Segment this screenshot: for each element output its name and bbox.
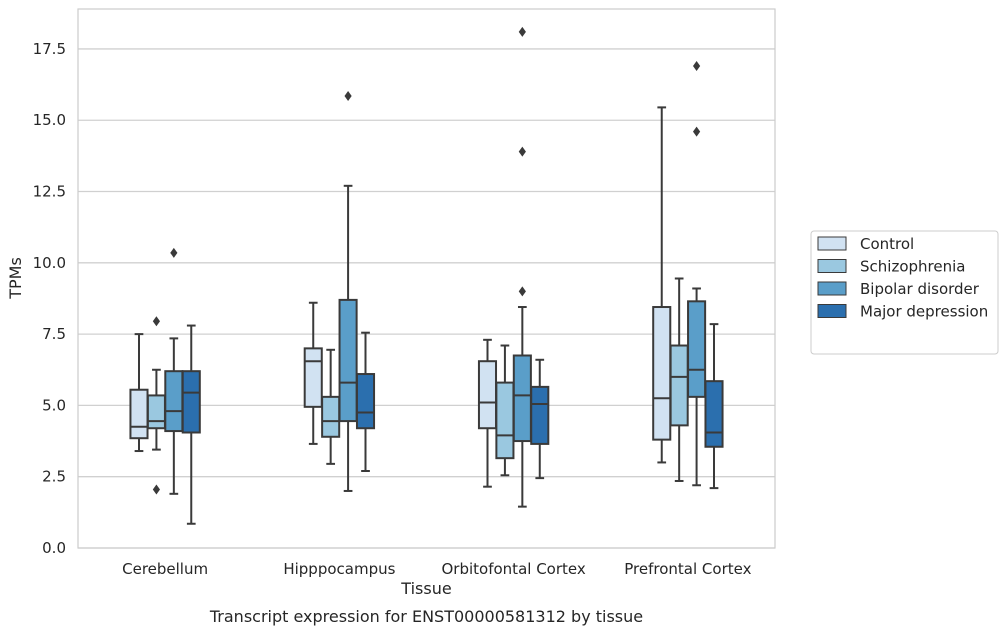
box <box>321 348 341 465</box>
x-tick-labels: Cerebellum Hipppocampus Orbitofontal Corte… <box>122 560 751 578</box>
legend-swatch <box>817 259 847 273</box>
outlier-point <box>170 247 178 258</box>
outlier-point <box>344 90 352 101</box>
box <box>146 316 166 495</box>
box-body <box>704 380 724 448</box>
legend-label: Major depression <box>860 303 988 321</box>
legend: Control Schizophrenia Bipolar disorder Majo… <box>810 230 999 355</box>
box-body <box>477 360 498 430</box>
box-groups <box>129 26 724 525</box>
box-body <box>164 370 184 433</box>
outlier-point <box>152 484 161 495</box>
box <box>512 26 532 508</box>
outlier-point <box>518 146 526 157</box>
box <box>530 358 550 480</box>
x-tick-label: Prefrontal Cortex <box>624 560 751 578</box>
y-axis-label: TPMs <box>6 257 25 300</box>
y-tick-label: 0.0 <box>42 539 66 557</box>
box <box>704 323 724 490</box>
figure-caption: Transcript expression for ENST0000058131… <box>209 607 643 626</box>
box <box>687 61 707 487</box>
plot-frame <box>77 8 776 549</box>
box-body <box>355 373 376 430</box>
box <box>355 331 376 472</box>
box <box>477 338 498 488</box>
box-body <box>495 381 515 460</box>
legend-swatch <box>817 304 847 318</box>
y-tick-label: 12.5 <box>33 183 66 201</box>
box-body <box>321 395 341 438</box>
box <box>164 247 184 495</box>
box-body <box>530 385 550 445</box>
y-tick-label: 5.0 <box>42 396 66 414</box>
box-body <box>303 347 323 408</box>
y-tick-label: 2.5 <box>42 468 66 486</box>
box-body <box>338 298 358 423</box>
x-tick-label: Orbitofontal Cortex <box>442 560 586 578</box>
plot-area <box>78 9 775 548</box>
x-tick-label: Hipppocampus <box>283 560 395 578</box>
outlier-point <box>692 61 701 72</box>
box-body <box>129 388 149 440</box>
outlier-point <box>518 286 526 297</box>
legend-label: Schizophrenia <box>860 258 965 276</box>
outlier-point <box>152 316 161 327</box>
y-tick-label: 7.5 <box>42 325 66 343</box>
outlier-point <box>518 26 526 37</box>
outlier-point <box>692 126 701 137</box>
legend-frame <box>810 230 999 355</box>
box <box>181 324 201 525</box>
box-body <box>687 300 707 398</box>
y-tick-label: 10.0 <box>33 254 66 272</box>
box-body <box>512 354 532 443</box>
legend-swatch <box>817 236 847 251</box>
box-body <box>146 394 166 430</box>
box-body <box>181 370 201 434</box>
y-tick-label: 15.0 <box>33 111 66 129</box>
legend-swatch <box>817 281 847 296</box>
legend-label: Bipolar disorder <box>860 280 980 298</box>
y-tick-labels: 0.0 2.5 5.0 7.5 10.0 12.5 15.0 17.5 <box>33 40 66 557</box>
box <box>338 90 358 492</box>
x-tick-label: Cerebellum <box>122 560 208 578</box>
legend-label: Control <box>860 235 914 253</box>
y-tick-label: 17.5 <box>33 40 66 58</box>
box <box>303 301 323 445</box>
box-body <box>652 306 672 441</box>
box-body <box>669 344 689 427</box>
x-axis-label: Tissue <box>400 579 451 598</box>
